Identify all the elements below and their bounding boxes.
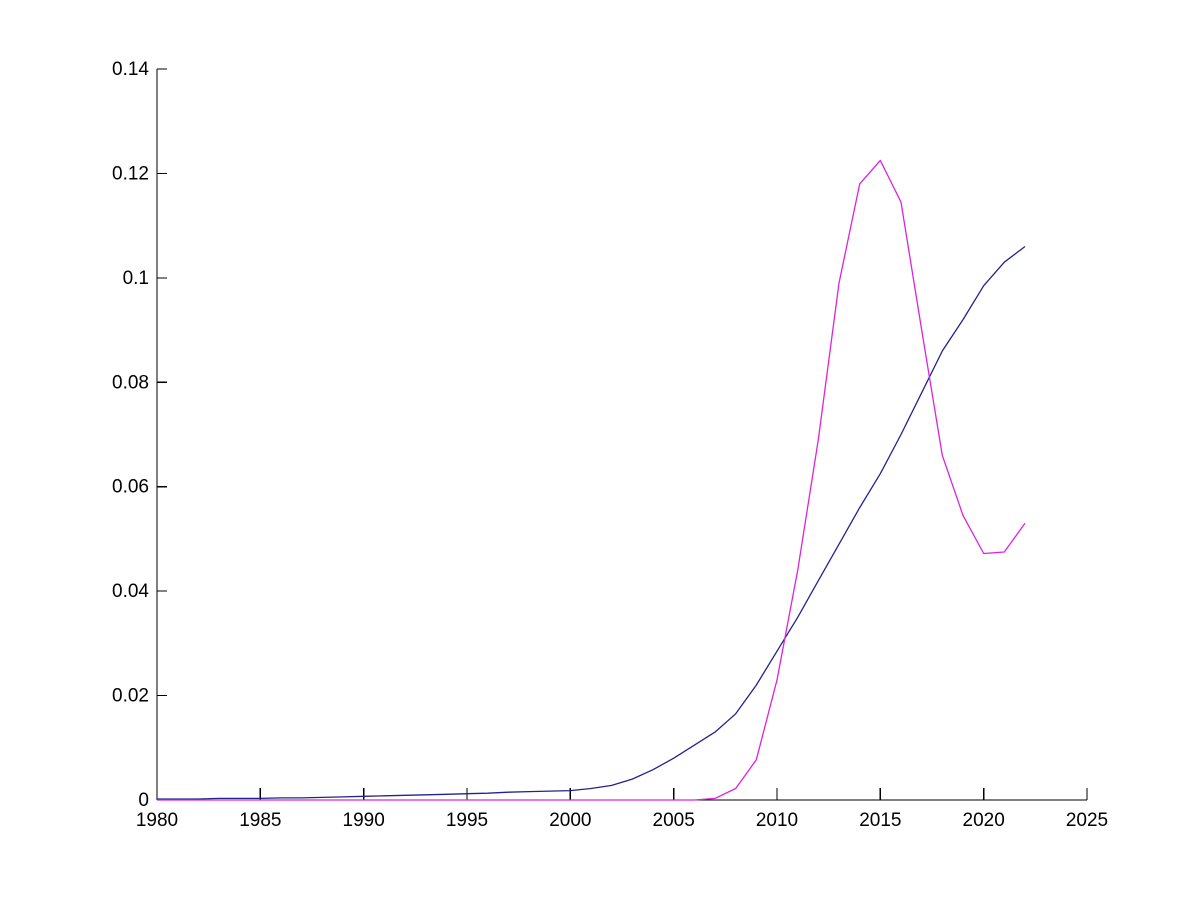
x-tick-label: 2015	[859, 810, 901, 831]
y-tick-label: 0.06	[112, 477, 149, 498]
series-1-blue-line	[157, 245, 1026, 800]
series-2-magenta-line	[157, 159, 1026, 801]
y-tick-label: 0.14	[112, 59, 149, 80]
x-tick-label: 1995	[446, 810, 488, 831]
y-tick-label: 0.12	[112, 163, 149, 184]
axes-group	[156, 68, 1088, 801]
x-tick-label: 2010	[756, 810, 798, 831]
x-tick-label: 2005	[653, 810, 695, 831]
x-tick-label: 2000	[549, 810, 591, 831]
y-tick-label: 0.1	[123, 268, 149, 289]
x-tick-label: 1980	[136, 810, 178, 831]
y-tick-label: 0.02	[112, 686, 149, 707]
x-tick-label: 2020	[963, 810, 1005, 831]
x-tick-label: 1990	[343, 810, 385, 831]
y-tick-label: 0.08	[112, 372, 149, 393]
x-tick-label: 2025	[1066, 810, 1108, 831]
y-tick-label: 0.04	[112, 581, 149, 602]
y-tick-label: 0	[138, 790, 149, 811]
x-tick-label: 1985	[239, 810, 281, 831]
